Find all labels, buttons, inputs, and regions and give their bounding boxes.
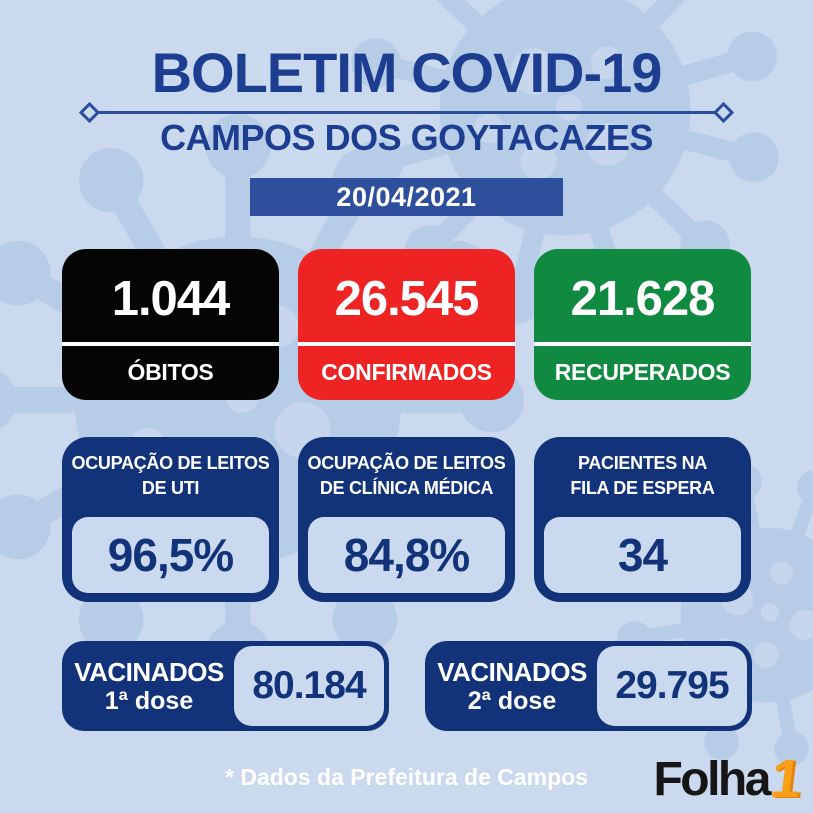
card-divider bbox=[534, 342, 751, 346]
recovered-label: RECUPERADOS bbox=[554, 359, 731, 385]
waitlist-label-line1: PACIENTES NA bbox=[577, 453, 708, 473]
icu-label-line1: OCUPAÇÃO DE LEITOS bbox=[71, 453, 270, 473]
folha1-logo-text: Folha bbox=[653, 753, 771, 806]
page-title: BOLETIM COVID-19 bbox=[151, 41, 663, 104]
occupancy-card-icu: OCUPAÇÃO DE LEITOS DE UTI 96,5% bbox=[62, 437, 279, 602]
vaccination-card-dose1: VACINADOS 1ª dose 80.184 bbox=[62, 641, 389, 731]
clinical-label-line2: DE CLÍNICA MÉDICA bbox=[319, 478, 494, 498]
source-note: * Dados da Prefeitura de Campos bbox=[225, 764, 588, 790]
confirmed-label: CONFIRMADOS bbox=[321, 359, 492, 385]
icu-label: OCUPAÇÃO DE LEITOS DE UTI bbox=[66, 451, 275, 501]
deaths-label: ÓBITOS bbox=[127, 359, 214, 385]
city-subtitle: CAMPOS DOS GOYTACAZES bbox=[160, 117, 653, 158]
folha1-logo-number: 1 bbox=[767, 749, 805, 809]
clinical-value: 84,8% bbox=[343, 529, 470, 581]
vaccination-card-dose2: VACINADOS 2ª dose 29.795 bbox=[425, 641, 752, 731]
waitlist-label-line2: FILA DE ESPERA bbox=[570, 478, 715, 498]
icu-value-panel: 96,5% bbox=[72, 517, 269, 593]
dose1-label-line2: 1ª dose bbox=[104, 686, 194, 715]
dose2-value: 29.795 bbox=[615, 664, 729, 707]
dose1-label: VACINADOS 1ª dose bbox=[62, 641, 236, 731]
card-divider bbox=[62, 342, 279, 346]
totals-row: 1.044 ÓBITOS 26.545 CONFIRMADOS 21.628 R… bbox=[62, 249, 751, 400]
icu-value: 96,5% bbox=[107, 529, 234, 581]
confirmed-value: 26.545 bbox=[334, 272, 480, 326]
clinical-label-line1: OCUPAÇÃO DE LEITOS bbox=[307, 453, 506, 473]
stat-card-recovered: 21.628 RECUPERADOS bbox=[534, 249, 751, 400]
occupancy-card-waitlist: PACIENTES NA FILA DE ESPERA 34 bbox=[534, 437, 751, 602]
waitlist-value: 34 bbox=[617, 529, 668, 581]
occupancy-row: OCUPAÇÃO DE LEITOS DE UTI 96,5% OCUPAÇÃO… bbox=[62, 437, 751, 602]
clinical-value-panel: 84,8% bbox=[308, 517, 505, 593]
stat-card-confirmed: 26.545 CONFIRMADOS bbox=[298, 249, 515, 400]
clinical-label: OCUPAÇÃO DE LEITOS DE CLÍNICA MÉDICA bbox=[302, 451, 511, 501]
deaths-value: 1.044 bbox=[111, 272, 231, 326]
waitlist-value-panel: 34 bbox=[544, 517, 741, 593]
dose1-value-panel: 80.184 bbox=[234, 646, 384, 726]
vaccination-row: VACINADOS 1ª dose 80.184 VACINADOS 2ª do… bbox=[62, 641, 752, 731]
dose2-label-line2: 2ª dose bbox=[467, 686, 557, 715]
date-badge: 20/04/2021 bbox=[250, 178, 563, 216]
occupancy-card-clinical: OCUPAÇÃO DE LEITOS DE CLÍNICA MÉDICA 84,… bbox=[298, 437, 515, 602]
title-divider bbox=[78, 101, 735, 124]
divider-line bbox=[97, 111, 716, 114]
dose2-value-panel: 29.795 bbox=[597, 646, 747, 726]
folha1-logo: Folha 1 bbox=[653, 749, 805, 809]
waitlist-label: PACIENTES NA FILA DE ESPERA bbox=[538, 451, 747, 501]
icu-label-line2: DE UTI bbox=[141, 478, 200, 498]
stat-card-deaths: 1.044 ÓBITOS bbox=[62, 249, 279, 400]
card-divider bbox=[298, 342, 515, 346]
dose1-value: 80.184 bbox=[252, 664, 366, 707]
dose2-label: VACINADOS 2ª dose bbox=[425, 641, 599, 731]
dose1-label-line1: VACINADOS bbox=[74, 656, 224, 687]
recovered-value: 21.628 bbox=[570, 272, 716, 326]
dose2-label-line1: VACINADOS bbox=[437, 656, 587, 687]
